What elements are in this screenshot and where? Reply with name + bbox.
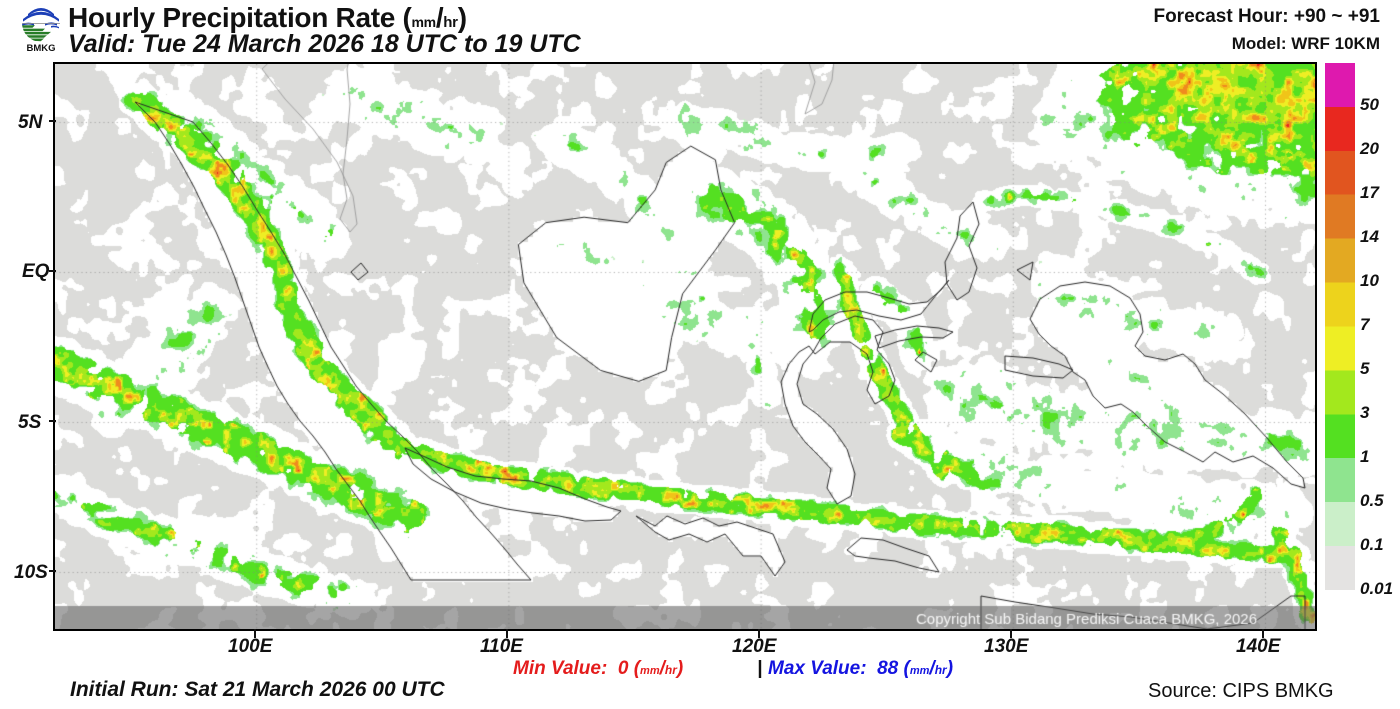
- svg-text:BMKG: BMKG: [26, 43, 55, 52]
